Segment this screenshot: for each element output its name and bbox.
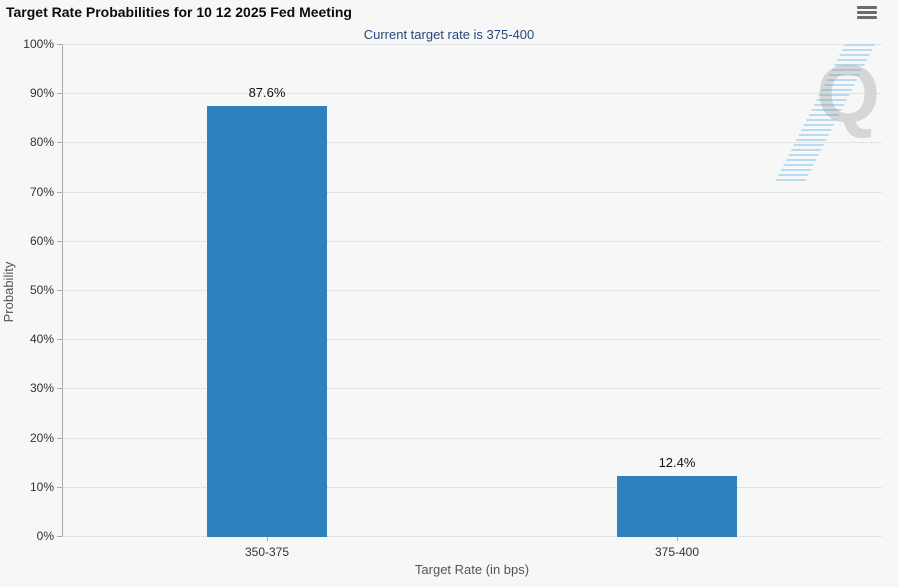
plot-area: Q 0% 10% 20% 30% 40% 50% 60% 70% 80% 90% 100% 87.6%…	[23, 37, 882, 559]
bar-375-400[interactable]	[617, 476, 737, 537]
y-tick-label: 100%	[23, 37, 54, 51]
y-axis-line	[62, 45, 63, 537]
y-gridline	[62, 241, 882, 242]
y-tick-mark	[57, 44, 62, 45]
bar-350-375[interactable]	[207, 106, 327, 537]
hamburger-bar	[857, 6, 877, 9]
hamburger-menu-icon[interactable]	[857, 6, 877, 20]
y-tick-label: 50%	[29, 283, 54, 297]
y-tick-label: 20%	[29, 431, 54, 445]
chart-subtitle: Current target rate is 375-400	[363, 27, 535, 42]
bar-value-label: 12.4%	[658, 455, 696, 470]
x-tick-mark	[267, 537, 268, 541]
y-tick-mark	[57, 93, 62, 94]
x-tick-label: 350-375	[244, 545, 290, 559]
watermark-stripe-icon	[774, 44, 876, 182]
y-gridline	[62, 290, 882, 291]
y-tick-mark	[57, 192, 62, 193]
y-gridline	[62, 192, 882, 193]
y-tick-label: 70%	[29, 185, 54, 199]
y-gridline	[62, 44, 882, 45]
y-tick-mark	[57, 290, 62, 291]
x-tick-mark	[677, 537, 678, 541]
x-tick-label: 375-400	[654, 545, 700, 559]
bar-value-label: 87.6%	[248, 85, 286, 100]
y-gridline	[62, 142, 882, 143]
chart-title: Target Rate Probabilities for 10 12 2025…	[6, 4, 352, 20]
y-gridline	[62, 487, 882, 488]
q-logo-icon: Q	[816, 49, 880, 140]
y-tick-mark	[57, 339, 62, 340]
y-tick-label: 10%	[29, 480, 54, 494]
y-gridline	[62, 388, 882, 389]
y-tick-label: 90%	[29, 86, 54, 100]
y-tick-label: 60%	[29, 234, 54, 248]
y-tick-label: 40%	[29, 332, 54, 346]
hamburger-bar	[857, 16, 877, 19]
y-tick-label: 80%	[29, 135, 54, 149]
y-gridline	[62, 536, 882, 537]
y-gridline	[62, 339, 882, 340]
y-gridline	[62, 438, 882, 439]
hamburger-bar	[857, 11, 877, 14]
x-axis-title: Target Rate (in bps)	[414, 562, 530, 577]
y-tick-mark	[57, 388, 62, 389]
y-gridline	[62, 93, 882, 94]
y-tick-label: 0%	[36, 529, 54, 543]
y-tick-mark	[57, 241, 62, 242]
y-tick-mark	[57, 142, 62, 143]
y-tick-mark	[57, 438, 62, 439]
quikstrike-watermark: Q	[774, 44, 882, 182]
y-tick-label: 30%	[29, 381, 54, 395]
y-tick-mark	[57, 536, 62, 537]
y-tick-mark	[57, 487, 62, 488]
